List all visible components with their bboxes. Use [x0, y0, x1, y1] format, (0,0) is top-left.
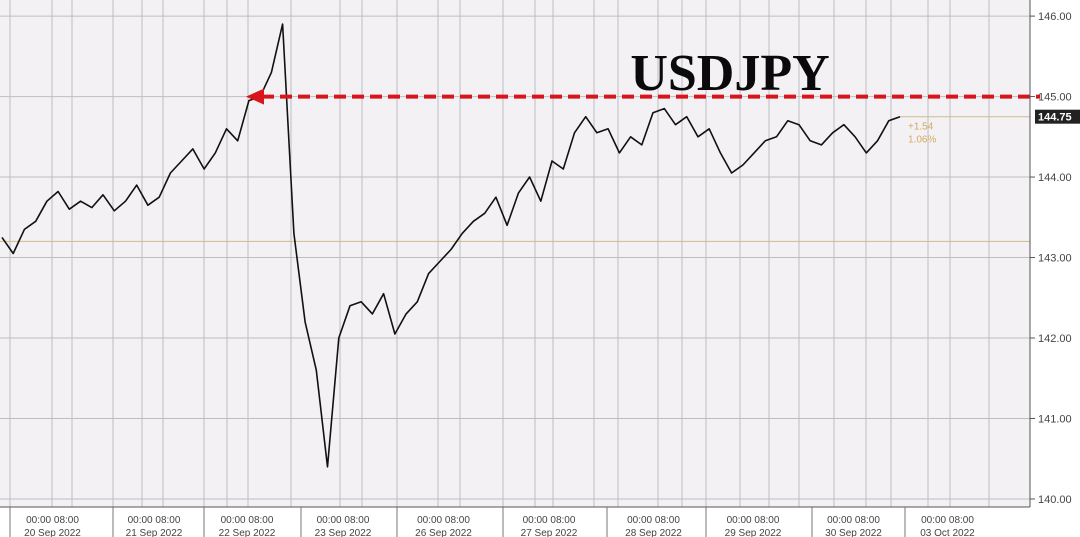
change-value-label: +1.54	[908, 122, 934, 133]
x-time-label: 00:00 08:00	[921, 515, 974, 526]
y-tick-label: 141.00	[1038, 413, 1072, 425]
y-tick-label: 142.00	[1038, 333, 1072, 345]
x-time-label: 00:00 08:00	[128, 515, 181, 526]
x-time-label: 00:00 08:00	[317, 515, 370, 526]
arrow-head-icon	[246, 88, 264, 105]
last-price-label: 144.75	[1038, 112, 1072, 124]
series	[1, 23, 901, 468]
x-date-label: 23 Sep 2022	[315, 528, 372, 537]
x-time-label: 00:00 08:00	[26, 515, 79, 526]
x-date-label: 28 Sep 2022	[625, 528, 682, 537]
x-date-label: 03 Oct 2022	[920, 528, 975, 537]
y-tick-label: 146.00	[1038, 11, 1072, 23]
x-date-label: 22 Sep 2022	[219, 528, 276, 537]
x-time-label: 00:00 08:00	[827, 515, 880, 526]
x-time-label: 00:00 08:00	[627, 515, 680, 526]
x-time-label: 00:00 08:00	[221, 515, 274, 526]
chart-title: USDJPY	[630, 45, 829, 102]
last-price-tag	[1035, 109, 1080, 124]
x-date-label: 20 Sep 2022	[24, 528, 81, 537]
x-date-label: 26 Sep 2022	[415, 528, 472, 537]
y-tick-label: 140.00	[1038, 494, 1072, 506]
plot-area	[0, 0, 1030, 507]
y-tick-label: 144.00	[1038, 172, 1072, 184]
x-time-label: 00:00 08:00	[523, 515, 576, 526]
x-time-label: 00:00 08:00	[417, 515, 470, 526]
x-date-label: 21 Sep 2022	[126, 528, 183, 537]
x-time-label: 00:00 08:00	[727, 515, 780, 526]
reference-lines	[0, 116, 1030, 242]
annotation: +1.54 1.06%	[246, 88, 1040, 146]
usdjpy-price-line	[1, 23, 901, 468]
x-date-label: 29 Sep 2022	[725, 528, 782, 537]
y-tick-label: 143.00	[1038, 253, 1072, 265]
y-tick-label: 145.00	[1038, 92, 1072, 104]
grid	[0, 0, 1030, 507]
x-date-label: 30 Sep 2022	[825, 528, 882, 537]
change-percent-label: 1.06%	[908, 135, 936, 146]
x-date-label: 27 Sep 2022	[521, 528, 578, 537]
